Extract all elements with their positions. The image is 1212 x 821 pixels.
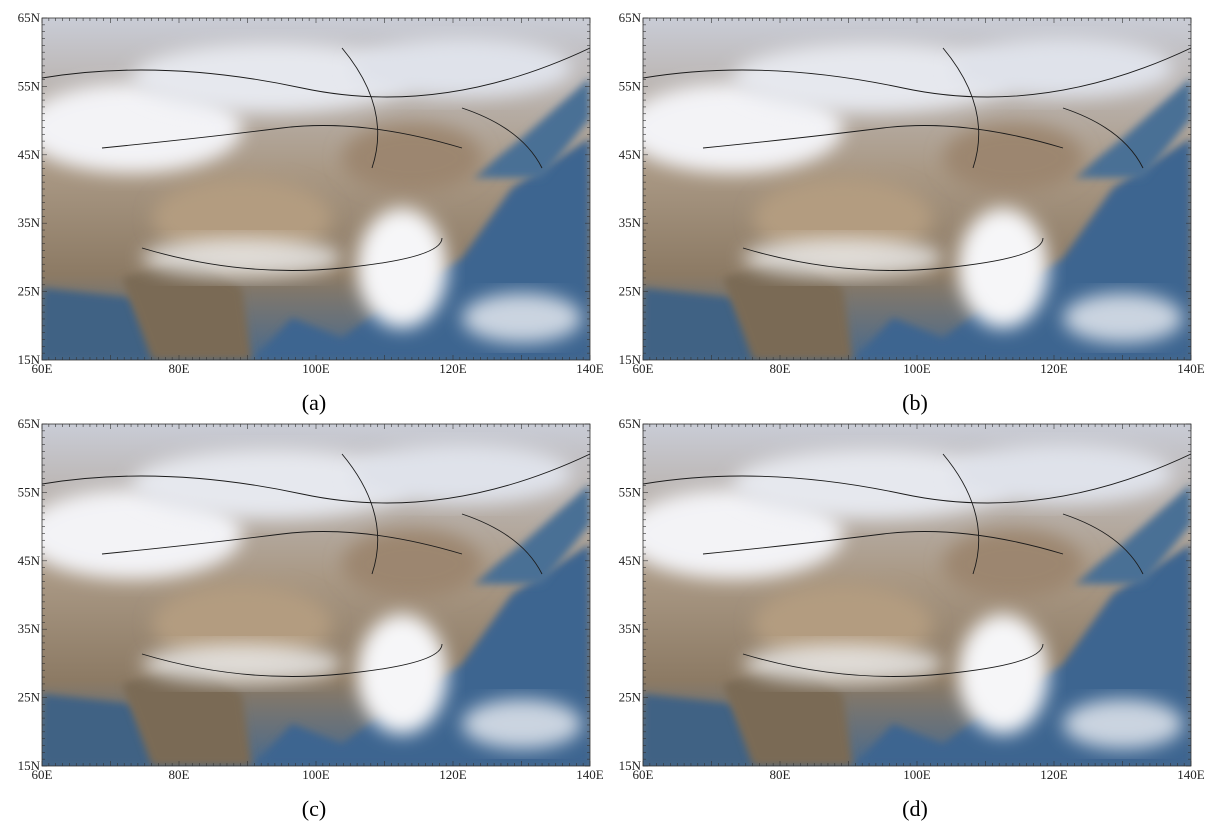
- x-tick-label: 60E: [633, 361, 654, 376]
- panel-caption: (c): [302, 796, 326, 821]
- x-tick-label: 120E: [439, 361, 467, 376]
- x-tick-label: 100E: [903, 361, 931, 376]
- map-panel: 60E 80E 100E 120E 140E 15N 25N 35N 45N 55N 65N (d): [619, 416, 1205, 821]
- x-tick-label: 120E: [1040, 767, 1068, 782]
- x-tick-label: 60E: [32, 767, 53, 782]
- y-tick-label: 45N: [619, 147, 642, 162]
- x-tick-label: 60E: [633, 767, 654, 782]
- y-tick-label: 45N: [619, 553, 642, 568]
- x-tick-label: 100E: [903, 767, 931, 782]
- x-tick-label: 120E: [439, 767, 467, 782]
- y-tick-label: 35N: [18, 621, 41, 636]
- x-tick-label: 140E: [1177, 767, 1205, 782]
- y-tick-label: 15N: [18, 758, 41, 773]
- x-tick-label: 140E: [1177, 361, 1205, 376]
- y-tick-label: 35N: [619, 215, 642, 230]
- y-tick-label: 55N: [18, 484, 41, 499]
- x-tick-label: 100E: [302, 767, 330, 782]
- y-tick-label: 25N: [619, 690, 642, 705]
- y-tick-label: 45N: [18, 147, 41, 162]
- satellite-image: [623, 18, 1191, 360]
- y-tick-label: 25N: [18, 690, 41, 705]
- x-tick-label: 80E: [770, 361, 791, 376]
- x-tick-label: 60E: [32, 361, 53, 376]
- map-panel: 60E 80E 100E 120E 140E 15N 25N 35N 45N 55N 65N (b): [619, 10, 1205, 415]
- y-tick-label: 35N: [619, 621, 642, 636]
- satellite-image: [623, 424, 1191, 766]
- y-tick-label: 65N: [619, 10, 642, 25]
- panel-caption: (a): [302, 390, 326, 415]
- y-tick-label: 55N: [18, 78, 41, 93]
- satellite-image: [22, 18, 590, 360]
- satellite-image: [22, 424, 590, 766]
- y-tick-label: 45N: [18, 553, 41, 568]
- y-tick-label: 65N: [619, 416, 642, 431]
- x-tick-label: 140E: [576, 767, 604, 782]
- x-tick-label: 80E: [770, 767, 791, 782]
- y-tick-label: 65N: [18, 10, 41, 25]
- y-tick-label: 35N: [18, 215, 41, 230]
- panel-caption: (d): [902, 796, 928, 821]
- y-tick-label: 25N: [18, 284, 41, 299]
- map-panel: 60E 80E 100E 120E 140E 15N 25N 35N 45N 55N 65N (a): [18, 10, 604, 415]
- y-tick-label: 55N: [619, 484, 642, 499]
- x-tick-label: 80E: [169, 767, 190, 782]
- x-tick-label: 140E: [576, 361, 604, 376]
- y-tick-label: 25N: [619, 284, 642, 299]
- x-tick-label: 120E: [1040, 361, 1068, 376]
- y-tick-label: 15N: [619, 352, 642, 367]
- y-tick-label: 15N: [18, 352, 41, 367]
- map-panel: 60E 80E 100E 120E 140E 15N 25N 35N 45N 55N 65N (c): [18, 416, 604, 821]
- x-tick-label: 100E: [302, 361, 330, 376]
- y-tick-label: 15N: [619, 758, 642, 773]
- panel-caption: (b): [902, 390, 928, 415]
- y-tick-label: 65N: [18, 416, 41, 431]
- x-tick-label: 80E: [169, 361, 190, 376]
- y-tick-label: 55N: [619, 78, 642, 93]
